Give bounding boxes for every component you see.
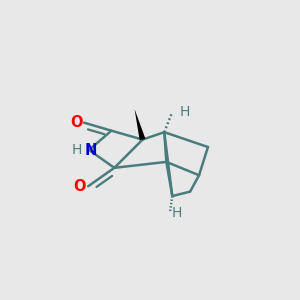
Text: H: H: [171, 206, 182, 220]
Text: H: H: [180, 105, 190, 119]
Polygon shape: [134, 109, 146, 140]
Text: N: N: [84, 142, 97, 158]
Text: O: O: [74, 179, 86, 194]
Text: O: O: [70, 115, 83, 130]
Text: H: H: [71, 143, 82, 157]
